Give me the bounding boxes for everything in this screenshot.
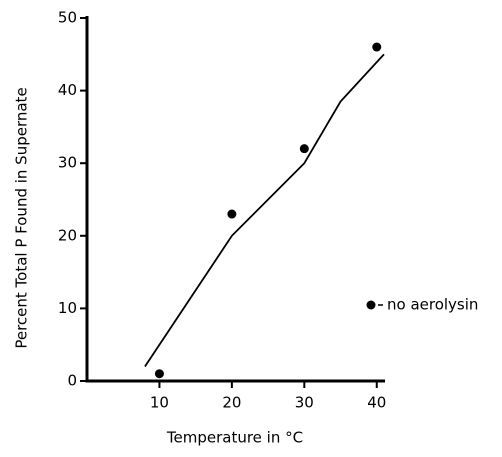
data-point <box>154 369 164 379</box>
data-point <box>299 144 309 154</box>
data-point <box>372 42 382 52</box>
x-tick-label: 30 <box>295 394 314 412</box>
y-axis-label: Percent Total P Found in Supernate <box>13 87 31 348</box>
y-tick-label: 10 <box>58 299 77 317</box>
x-tick-label: 10 <box>150 394 169 412</box>
x-tick-label: 40 <box>367 394 386 412</box>
y-tick-label: 40 <box>58 81 77 99</box>
y-tick-label: 0 <box>67 372 77 390</box>
legend-label: no aerolysin <box>387 296 478 314</box>
x-tick-label: 20 <box>222 394 241 412</box>
y-tick-label: 20 <box>58 226 77 244</box>
fit-line <box>144 53 385 367</box>
data-point <box>227 209 237 219</box>
legend-marker <box>366 300 376 310</box>
y-tick-label: 30 <box>58 154 77 172</box>
y-tick-label: 50 <box>58 9 77 27</box>
x-axis-label: Temperature in °C <box>166 429 303 447</box>
